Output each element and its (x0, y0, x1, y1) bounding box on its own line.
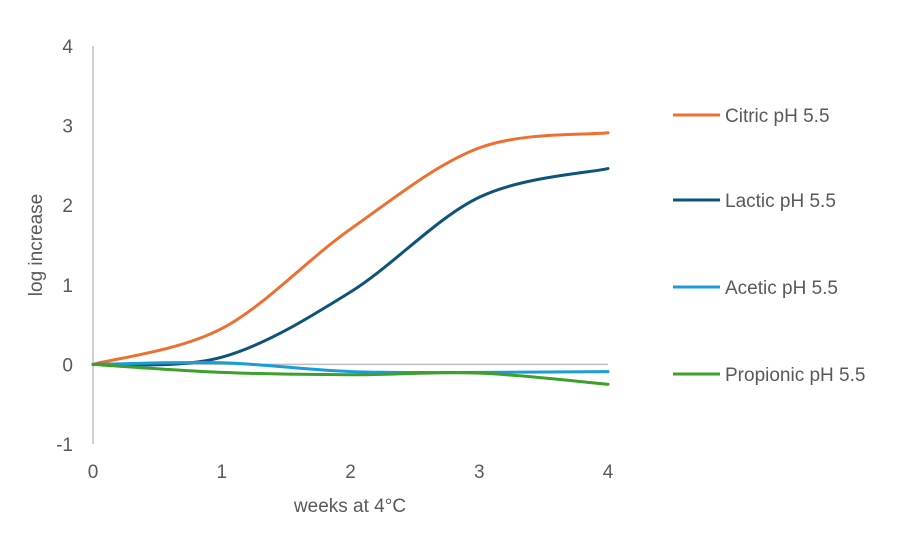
x-tick-label: 2 (345, 462, 356, 483)
series-line-lactic (91, 167, 610, 367)
tick-labels: -1 0 1 2 3 4 0 1 2 3 4 (56, 37, 614, 483)
x-tick-label: 3 (474, 462, 485, 483)
legend: Citric pH 5.5 Lactic pH 5.5 Acetic pH 5.5 P… (673, 106, 865, 386)
x-tick-label: 4 (603, 462, 614, 483)
x-tick-label: 0 (88, 462, 99, 483)
series-lines (91, 131, 610, 386)
legend-label: Citric pH 5.5 (725, 106, 830, 127)
series-line-acetic (91, 360, 610, 375)
series-line-propionic (91, 362, 610, 386)
x-axis-label: weeks at 4°C (293, 496, 406, 517)
y-tick-label: 1 (62, 276, 73, 297)
y-axis-label: log increase (26, 194, 47, 296)
y-tick-label: 0 (62, 355, 73, 376)
axes (92, 46, 608, 444)
y-tick-label: -1 (56, 435, 73, 456)
y-tick-label: 4 (62, 37, 73, 58)
legend-label: Acetic pH 5.5 (725, 278, 838, 299)
y-tick-label: 3 (62, 117, 73, 138)
y-tick-label: 2 (62, 196, 73, 217)
legend-label: Lactic pH 5.5 (725, 191, 836, 212)
x-tick-label: 1 (216, 462, 227, 483)
legend-label: Propionic pH 5.5 (725, 365, 865, 386)
series-line-citric (91, 131, 610, 366)
